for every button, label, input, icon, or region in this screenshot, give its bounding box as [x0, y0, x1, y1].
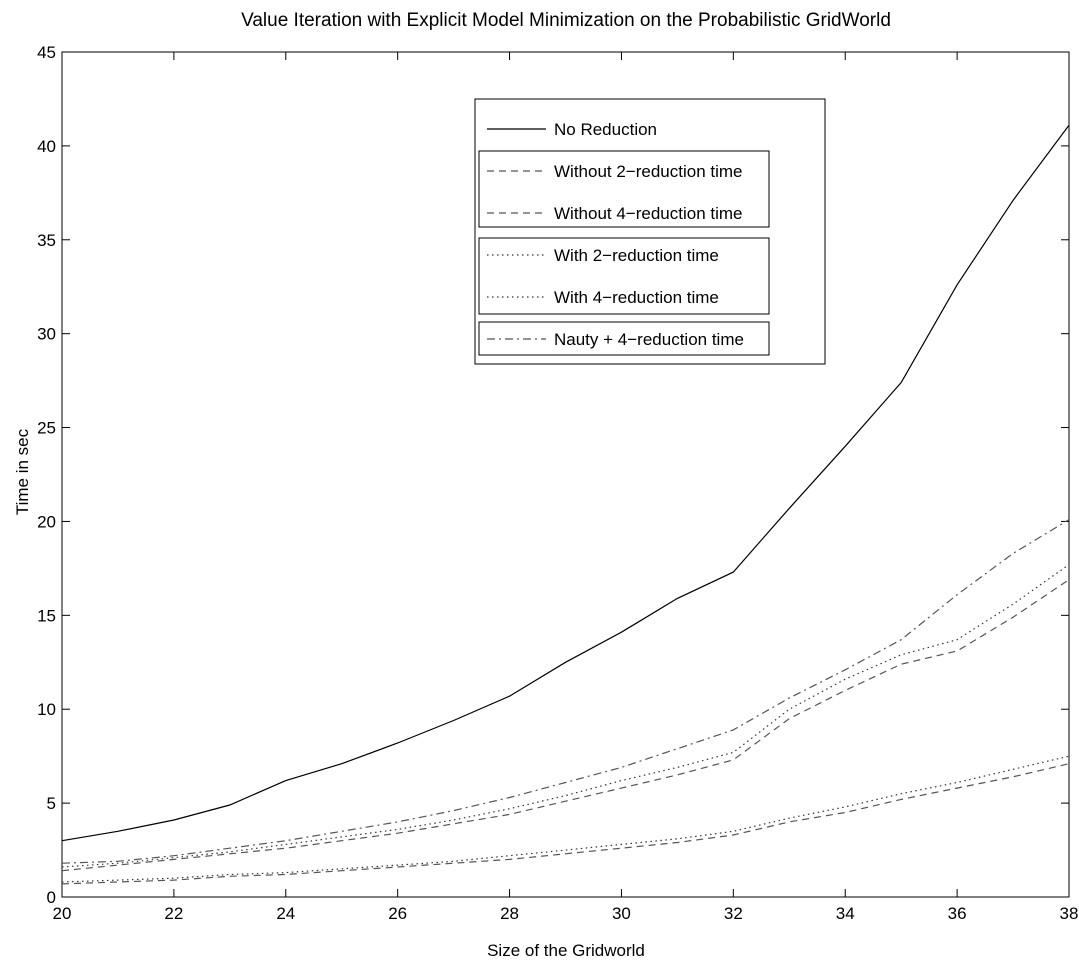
axes: 20 22 24 26 28 30 32 34 36 38 0 5 10 15 20 25 30 35 40 45 — [37, 43, 1078, 923]
y-tick-label: 10 — [37, 700, 56, 719]
y-tick-label: 45 — [37, 43, 56, 62]
x-tick-label: 30 — [612, 904, 631, 923]
legend-group-box — [478, 150, 770, 228]
x-tick-label: 20 — [53, 904, 72, 923]
series-line-2 — [61, 763, 1070, 885]
x-tick-label: 34 — [836, 904, 855, 923]
x-tick-label: 22 — [164, 904, 183, 923]
y-tick-label: 0 — [47, 888, 56, 907]
y-tick-label: 15 — [37, 606, 56, 625]
legend-label-1: No Reduction — [554, 120, 657, 139]
legend-group-box — [478, 237, 770, 315]
legend-label-5: With 4−reduction time — [554, 288, 719, 307]
legend-label-4: With 2−reduction time — [554, 246, 719, 265]
y-tick-label: 5 — [47, 794, 56, 813]
legend-label-3: Without 4−reduction time — [554, 204, 743, 223]
legend-label-2: Without 2−reduction time — [554, 162, 743, 181]
y-tick-label: 35 — [37, 231, 56, 250]
y-tick-label: 20 — [37, 512, 56, 531]
x-tick-label: 26 — [388, 904, 407, 923]
x-axis-label: Size of the Gridworld — [487, 941, 645, 960]
series-layer — [61, 124, 1070, 885]
y-tick-label: 30 — [37, 325, 56, 344]
y-tick-label: 40 — [37, 137, 56, 156]
x-tick-label: 38 — [1060, 904, 1079, 923]
x-tick-label: 36 — [948, 904, 967, 923]
series-line-1 — [61, 124, 1070, 842]
y-tick-label: 25 — [37, 419, 56, 438]
legend-label-6: Nauty + 4−reduction time — [554, 330, 744, 349]
chart-title: Value Iteration with Explicit Model Mini… — [241, 10, 891, 31]
series-line-3 — [61, 579, 1070, 872]
y-axis-label: Time in sec — [13, 428, 32, 515]
series-line-4 — [61, 755, 1070, 883]
legend-group-box — [478, 321, 770, 356]
x-tick-label: 28 — [500, 904, 519, 923]
series-line-6 — [61, 519, 1070, 864]
x-tick-label: 32 — [724, 904, 743, 923]
legend: No Reduction Without 2−reduction time With… — [474, 98, 826, 365]
x-tick-label: 24 — [276, 904, 295, 923]
legend-box — [474, 98, 826, 365]
